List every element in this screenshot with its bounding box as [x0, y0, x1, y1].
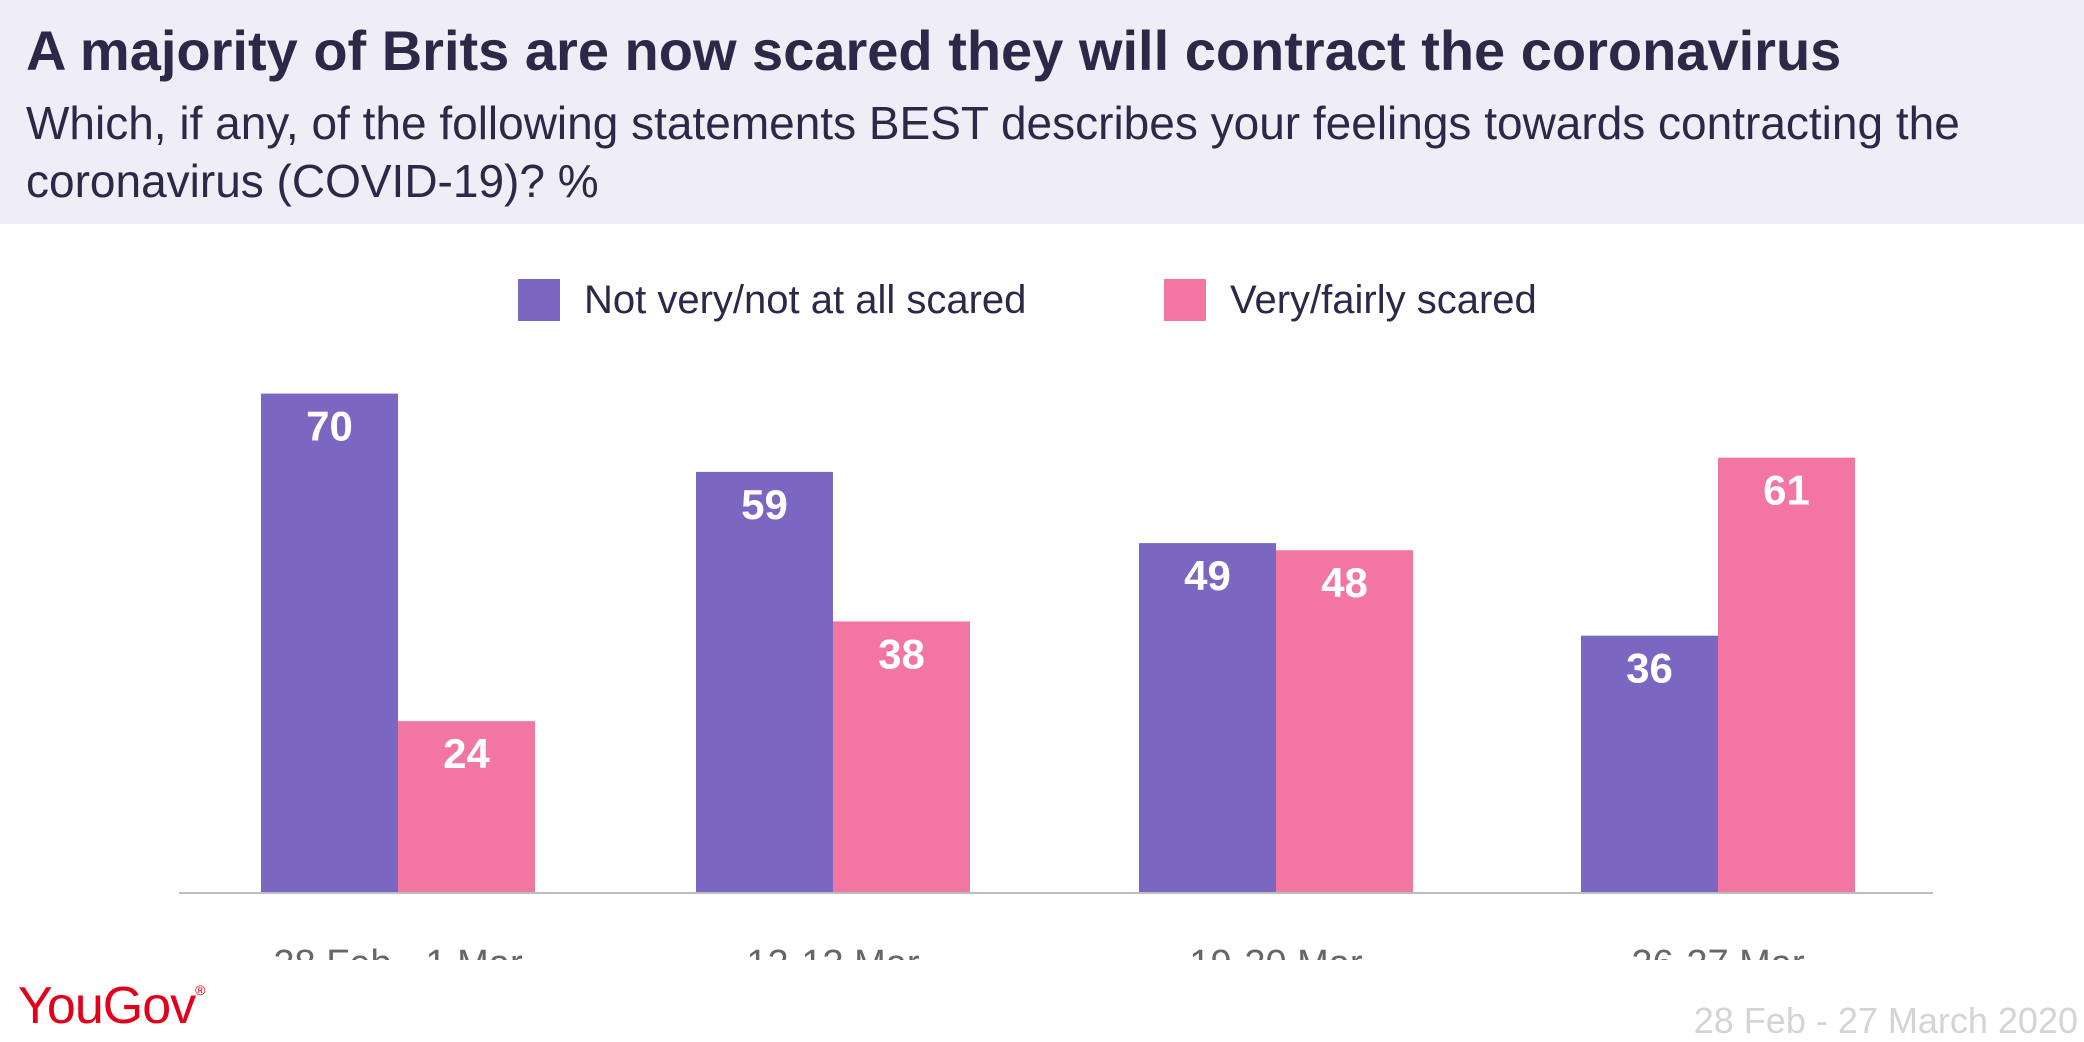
bar-scared-3 — [1718, 457, 1855, 892]
header-band: A majority of Brits are now scared they … — [0, 0, 2084, 224]
bar-scared-1 — [833, 621, 970, 892]
x-tick-label-0: 28 Feb - 1 Mar — [273, 943, 523, 960]
legend-label-scared: Very/fairly scared — [1230, 277, 1537, 322]
bar-not-scared-1 — [696, 471, 833, 892]
chart-title: A majority of Brits are now scared they … — [26, 19, 1842, 82]
logo-text: YouGov — [18, 977, 196, 1035]
yougov-logo: YouGov® — [18, 976, 205, 1036]
legend-item-not-scared: Not very/not at all scared — [518, 270, 1026, 330]
x-tick-label-1: 12-13 Mar — [746, 943, 920, 960]
data-label-scared-2: 48 — [1321, 559, 1368, 606]
bar-scared-2 — [1276, 550, 1413, 892]
date-range-note: 28 Feb - 27 March 2020 — [1693, 1000, 2078, 1041]
bar-not-scared-0 — [261, 393, 398, 892]
bar-not-scared-2 — [1139, 543, 1276, 892]
data-label-scared-3: 61 — [1763, 467, 1810, 514]
data-label-scared-0: 24 — [443, 730, 490, 777]
data-label-not-scared-0: 70 — [306, 403, 353, 450]
bar-scared-0 — [398, 721, 535, 892]
bar-chart: 70 24 28 Feb - 1 Mar 59 38 12-13 Mar 49 48 19-20… — [179, 393, 1933, 960]
bar-not-scared-3 — [1581, 635, 1718, 892]
data-label-not-scared-3: 36 — [1626, 645, 1673, 692]
data-label-scared-1: 38 — [878, 630, 925, 677]
legend-label-not-scared: Not very/not at all scared — [584, 277, 1027, 322]
legend-swatch-scared — [1164, 279, 1206, 321]
data-label-not-scared-2: 49 — [1184, 552, 1231, 599]
logo-registered-mark: ® — [195, 982, 205, 998]
legend-item-scared: Very/fairly scared — [1164, 270, 1537, 330]
data-label-not-scared-1: 59 — [741, 481, 788, 528]
legend: Not very/not at all scared Very/fairly s… — [0, 270, 2084, 330]
x-tick-label-2: 19-20 Mar — [1189, 943, 1363, 960]
chart-subtitle: Which, if any, of the following statemen… — [26, 97, 1960, 207]
legend-swatch-not-scared — [518, 279, 560, 321]
x-tick-label-3: 26-27 Mar — [1631, 943, 1805, 960]
